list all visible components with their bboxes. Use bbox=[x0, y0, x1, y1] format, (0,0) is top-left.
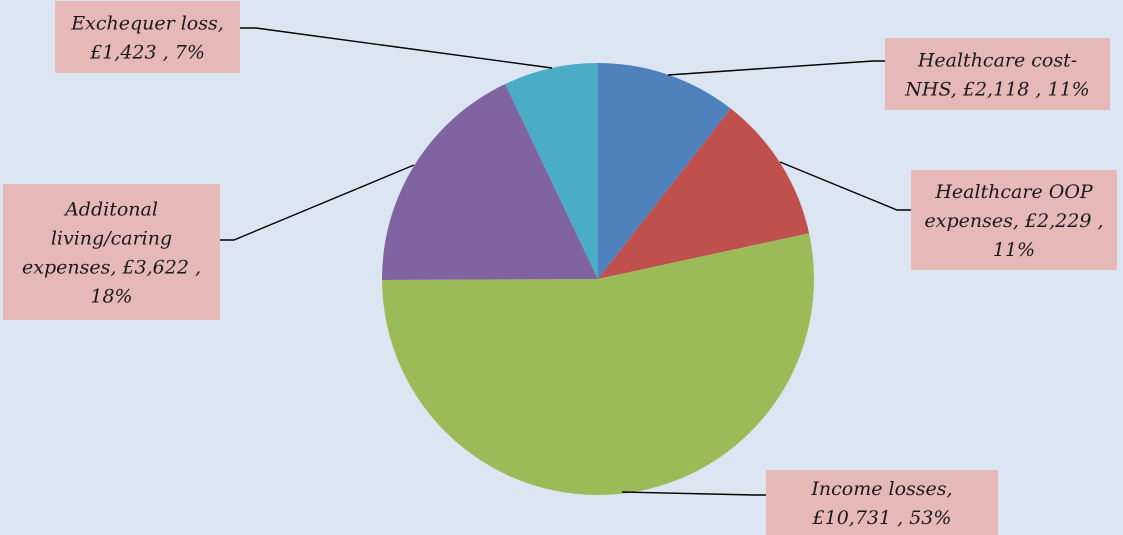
pie-slice-income-losses bbox=[382, 233, 814, 496]
data-labels: Healthcare cost-NHS, £2,118 , 11%Healthc… bbox=[3, 1, 1117, 535]
data-label-text: NHS, £2,118 , 11% bbox=[904, 79, 1089, 101]
data-label-text: 11% bbox=[993, 239, 1035, 261]
data-label-text: 18% bbox=[90, 286, 132, 308]
pie-slice-healthcare-cost-nhs bbox=[598, 63, 731, 279]
leader-line bbox=[240, 27, 553, 69]
data-label-text: expenses, £3,622 , bbox=[22, 257, 201, 279]
leader-line bbox=[779, 161, 911, 211]
data-label-text: Healthcare cost- bbox=[917, 50, 1077, 72]
pie-slice-exchequer-loss bbox=[505, 63, 598, 279]
data-label-box bbox=[3, 184, 220, 320]
data-label: Exchequer loss, £1,423 , 7% bbox=[55, 1, 240, 73]
data-label-text: £10,731 , 53% bbox=[812, 507, 952, 529]
data-label: Healthcare cost- NHS, £2,118 , 11% bbox=[885, 38, 1110, 110]
data-label-text: living/caring bbox=[51, 228, 172, 250]
data-label-text: Income losses, bbox=[810, 478, 952, 500]
data-label: Income losses, £10,731 , 53% bbox=[766, 470, 998, 535]
pie-slice-healthcare-oop-expenses bbox=[598, 108, 810, 279]
data-label-box bbox=[55, 1, 240, 73]
leader-line bbox=[220, 164, 415, 241]
data-label-box bbox=[911, 170, 1117, 270]
pie-slice-additonal-living-caring-expenses bbox=[382, 83, 598, 280]
data-label-box bbox=[885, 38, 1110, 110]
leader-lines bbox=[220, 27, 911, 496]
data-label-text: £1,423 , 7% bbox=[89, 42, 205, 64]
leader-line bbox=[667, 60, 885, 76]
data-label: Healthcare OOP expenses, £2,229 , 11% bbox=[911, 170, 1117, 270]
data-label-text: Additonal bbox=[63, 199, 158, 221]
data-label-text: Healthcare OOP bbox=[934, 181, 1094, 203]
leader-line bbox=[621, 491, 766, 496]
pie-slices bbox=[382, 63, 814, 496]
data-label-box bbox=[766, 470, 998, 535]
data-label: Additonal living/caring expenses, £3,622 ,… bbox=[3, 184, 220, 320]
data-label-text: expenses, £2,229 , bbox=[925, 210, 1104, 232]
data-label-text: Exchequer loss, bbox=[70, 13, 224, 35]
